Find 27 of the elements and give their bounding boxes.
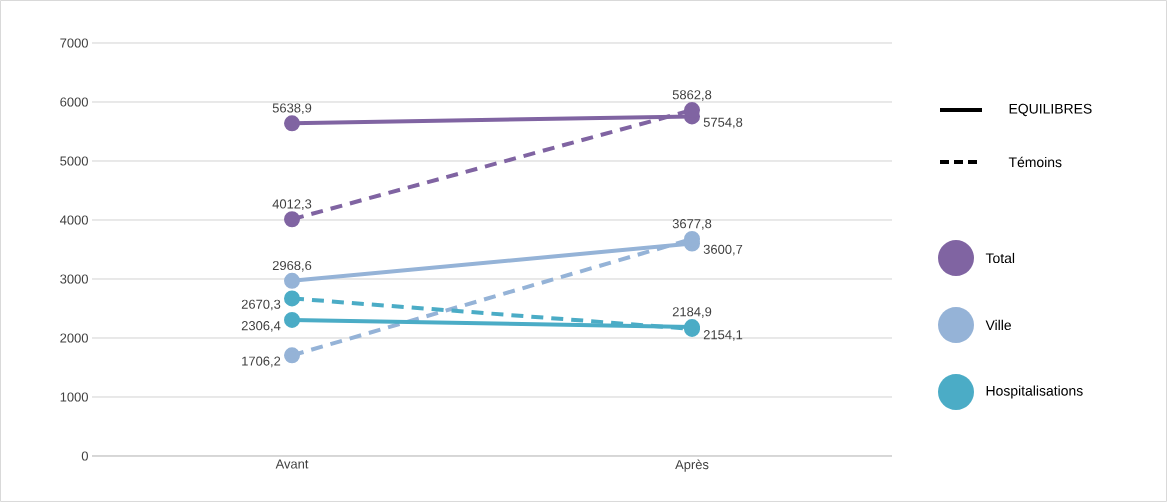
- data-label: 2184,9: [672, 307, 712, 318]
- data-label: 1706,2: [242, 356, 281, 368]
- y-tick-label: 6000: [60, 97, 88, 107]
- data-label: 4012,3: [272, 199, 312, 211]
- data-label: 3677,8: [672, 219, 712, 230]
- data-label: 2306,4: [241, 321, 281, 332]
- y-tick-label: 3000: [60, 274, 88, 284]
- y-tick-label: 5000: [60, 156, 88, 166]
- data-label: 5754,8: [703, 117, 743, 129]
- y-tick-label: 1000: [60, 392, 88, 402]
- y-tick-label: 2000: [60, 333, 88, 343]
- text: Total: [985, 252, 1015, 264]
- text: Témoins: [1008, 156, 1062, 168]
- data-label: 5862,8: [672, 90, 712, 101]
- data-label: 5638,9: [272, 103, 312, 115]
- data-label: 3600,7: [703, 244, 743, 256]
- y-tick-label: 7000: [60, 38, 88, 48]
- x-tick-label: Avant: [275, 459, 309, 469]
- data-label: 2968,6: [272, 260, 312, 272]
- x-tick-label: Après: [675, 459, 709, 472]
- text: EQUILIBRES: [1009, 103, 1092, 117]
- y-tick-label: 0: [81, 451, 88, 461]
- text: Ville: [985, 319, 1011, 331]
- data-label: 2154,1: [703, 330, 743, 341]
- data-label: 2670,3: [241, 299, 281, 311]
- text: Hospitalisations: [986, 385, 1083, 399]
- y-tick-label: 4000: [59, 215, 88, 225]
